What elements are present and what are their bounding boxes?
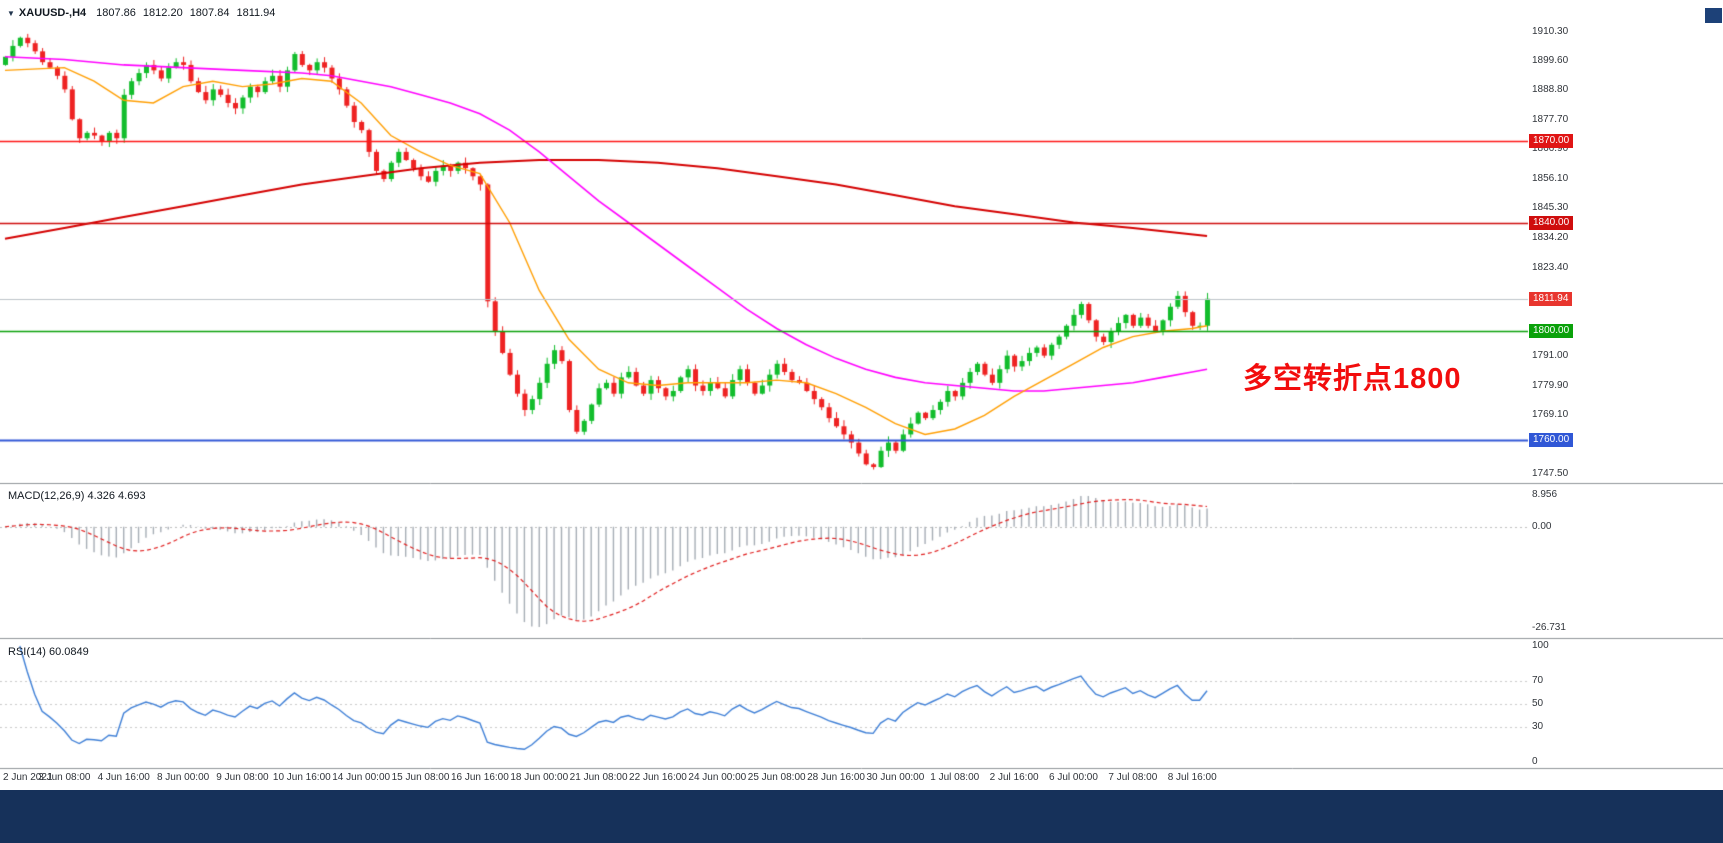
time-axis-label: 15 Jun 08:00 — [391, 772, 450, 783]
price-tag-1840.00: 1840.00 — [1529, 215, 1574, 230]
macd-axis-label: 0.00 — [1532, 520, 1552, 532]
price-tag-1800.00: 1800.00 — [1529, 324, 1574, 339]
ohlc-open: 1807.86 — [96, 7, 136, 19]
price-axis-label: 1877.70 — [1532, 114, 1569, 126]
rsi-axis-label: 30 — [1532, 721, 1544, 733]
ohlc-high: 1812.20 — [142, 7, 183, 19]
time-axis-label: 2 Jul 16:00 — [989, 772, 1039, 783]
price-tag-1760.00: 1760.00 — [1529, 432, 1574, 447]
ohlc-close: 1811.94 — [236, 7, 276, 19]
price-axis-label: 1856.10 — [1532, 172, 1569, 184]
time-axis-label: 21 Jun 08:00 — [569, 772, 628, 783]
price-axis-label: 1769.10 — [1532, 409, 1569, 421]
annotation-text: 多空转折点1800 — [1243, 363, 1462, 395]
time-axis-label: 4 Jun 16:00 — [97, 772, 150, 783]
time-axis-label: 22 Jun 16:00 — [629, 772, 687, 783]
macd-axis-label: -26.731 — [1532, 621, 1566, 633]
price-axis-label: 1910.30 — [1532, 25, 1569, 37]
ohlc-low: 1807.84 — [189, 7, 230, 19]
time-axis-label: 2 Jun 2021 — [3, 772, 53, 783]
time-axis-label: 3 Jun 08:00 — [38, 772, 91, 783]
bottom-bar — [0, 790, 1723, 843]
price-tag-1811.94: 1811.94 — [1529, 291, 1573, 306]
time-axis-label: 16 Jun 16:00 — [450, 772, 509, 783]
macd-indicator-label: MACD(12,26,9) 4.326 4.693 — [8, 490, 146, 502]
rsi-indicator-label: RSI(14) 60.0849 — [8, 646, 89, 658]
price-axis-label: 1747.50 — [1532, 467, 1569, 479]
price-axis-label: 1779.90 — [1532, 379, 1569, 391]
price-tag-1870.00: 1870.00 — [1529, 134, 1574, 148]
time-axis-label: 8 Jun 00:00 — [156, 772, 210, 783]
price-axis-label: 1888.80 — [1532, 83, 1569, 95]
time-axis-label: 14 Jun 00:00 — [332, 772, 391, 783]
rsi-axis-label: 0 — [1532, 756, 1538, 767]
time-axis-label: 25 Jun 08:00 — [747, 772, 806, 783]
time-axis-label: 7 Jul 08:00 — [1108, 772, 1158, 783]
price-axis-label: 1845.30 — [1532, 202, 1569, 214]
price-axis-label: 1823.40 — [1532, 261, 1569, 273]
price-axis-label: 1866.90 — [1532, 143, 1569, 155]
symbol-period-label: XAUUSD-,H4 — [18, 7, 87, 19]
price-axis-label: 1791.00 — [1532, 349, 1569, 361]
time-axis-label: 28 Jun 16:00 — [807, 772, 865, 783]
chart-header: ▼ XAUUSD-,H4 1807.86 1812.20 1807.84 181… — [7, 7, 282, 19]
symbol-dropdown-icon[interactable]: ▼ — [7, 8, 15, 18]
time-axis-label: 8 Jul 16:00 — [1167, 772, 1217, 783]
time-axis-label: 10 Jun 16:00 — [272, 772, 331, 783]
macd-axis-label: 8.956 — [1532, 489, 1558, 500]
price-axis-label: 1834.20 — [1532, 232, 1569, 244]
time-axis-label: 24 Jun 00:00 — [688, 772, 747, 783]
time-axis-label: 30 Jun 00:00 — [866, 772, 925, 783]
rsi-axis-label: 70 — [1532, 674, 1544, 686]
rsi-axis-label: 50 — [1532, 698, 1544, 709]
rsi-axis-label: 100 — [1532, 640, 1549, 651]
time-axis-label: 18 Jun 00:00 — [510, 772, 569, 783]
time-axis-label: 1 Jul 08:00 — [930, 772, 980, 783]
time-axis-label: 6 Jul 00:00 — [1049, 772, 1098, 783]
time-axis-label: 9 Jun 08:00 — [216, 772, 269, 783]
corner-marker — [1705, 8, 1722, 23]
price-axis-label: 1899.60 — [1532, 54, 1569, 66]
